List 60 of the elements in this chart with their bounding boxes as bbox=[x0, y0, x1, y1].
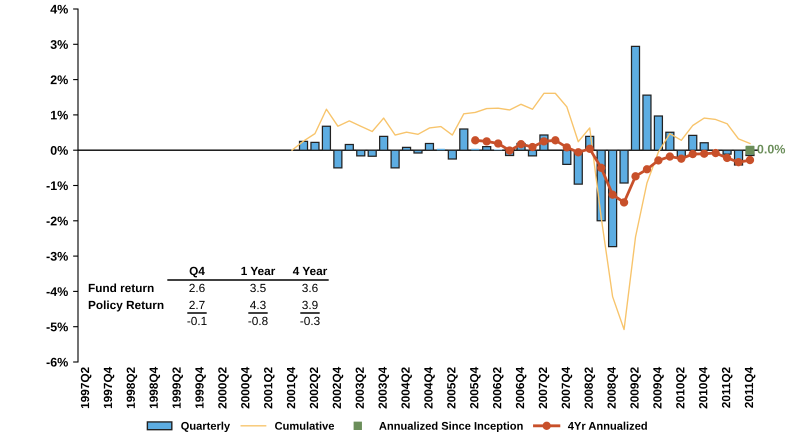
x-tick-label: 2002Q2 bbox=[310, 367, 320, 408]
annotation: -0.8 bbox=[248, 316, 268, 326]
y-tick-label: -5% bbox=[46, 322, 68, 332]
x-tick-label: 2005Q2 bbox=[447, 367, 458, 408]
annotation: 2.7 bbox=[189, 300, 205, 310]
x-tick-label: 2010Q4 bbox=[699, 366, 710, 408]
y-tick-label: -3% bbox=[46, 252, 68, 261]
x-tick-label: 1998Q4 bbox=[150, 366, 160, 408]
x-tick-label: 2008Q4 bbox=[607, 366, 618, 408]
x-tick-label: 1999Q4 bbox=[195, 366, 206, 408]
x-tick-label: 2005Q4 bbox=[470, 366, 481, 408]
y-tick-label: 4% bbox=[50, 4, 68, 14]
x-tick-label: 1997Q2 bbox=[80, 367, 92, 408]
annotation: 3.6 bbox=[302, 284, 318, 292]
annotation: 2.6 bbox=[189, 284, 205, 292]
x-tick-label: 2011Q2 bbox=[722, 367, 732, 408]
annotation: 1 Year bbox=[241, 266, 276, 276]
x-tick-label: 2002Q4 bbox=[332, 366, 344, 408]
legend-label: Quarterly bbox=[181, 422, 230, 432]
x-tick-label: 2010Q2 bbox=[676, 367, 687, 408]
y-tick-label: -2% bbox=[46, 216, 68, 226]
x-tick-label: 2004Q2 bbox=[401, 367, 412, 408]
x-tick-label: 2003Q4 bbox=[378, 366, 390, 408]
annotation: Policy Return bbox=[88, 300, 164, 312]
x-tick-label: 2000Q4 bbox=[241, 366, 252, 408]
y-tick-label: 1% bbox=[51, 110, 68, 120]
legend-label: 4Yr Annualized bbox=[568, 422, 647, 430]
annotation: 4 Year bbox=[292, 266, 328, 276]
data-label: 0.0% bbox=[757, 144, 786, 154]
annotation: -0.1 bbox=[187, 316, 207, 326]
x-tick-label: 2004Q4 bbox=[424, 366, 435, 408]
x-tick-label: 2007Q4 bbox=[562, 366, 572, 408]
x-tick-label: 1999Q2 bbox=[172, 367, 183, 408]
y-tick-label: -1% bbox=[46, 181, 68, 190]
annotation: -0.3 bbox=[300, 316, 320, 326]
x-tick-label: 2001Q4 bbox=[286, 366, 298, 408]
x-tick-label: 1998Q2 bbox=[126, 367, 138, 408]
x-tick-label: 2008Q2 bbox=[584, 367, 596, 408]
x-tick-label: 2001Q2 bbox=[264, 367, 275, 408]
x-tick-label: 2006Q2 bbox=[492, 367, 504, 408]
annotation: 3.9 bbox=[302, 300, 318, 310]
x-tick-label: 1997Q4 bbox=[104, 366, 114, 408]
annotation: 4.3 bbox=[250, 300, 266, 310]
annotation: Q4 bbox=[190, 266, 205, 278]
y-tick-label: -4% bbox=[46, 287, 68, 296]
annotation: Fund return bbox=[88, 283, 154, 292]
x-tick-label: 2009Q2 bbox=[630, 367, 641, 408]
x-tick-label: 2003Q2 bbox=[356, 367, 366, 408]
x-tick-label: 2009Q4 bbox=[653, 366, 664, 408]
legend-label: Cumulative bbox=[275, 422, 334, 430]
annotation: 3.5 bbox=[250, 284, 266, 292]
y-tick-label: 2% bbox=[50, 75, 68, 84]
legend-label: Annualized Since Inception bbox=[379, 422, 523, 432]
x-tick-label: 2011Q4 bbox=[744, 366, 756, 408]
y-tick-label: 3% bbox=[50, 40, 68, 49]
x-tick-label: 2007Q2 bbox=[538, 367, 550, 408]
y-tick-label: -6% bbox=[46, 358, 68, 367]
x-tick-label: 2006Q4 bbox=[516, 366, 526, 408]
y-tick-label: 0% bbox=[50, 146, 68, 155]
x-tick-label: 2000Q2 bbox=[218, 367, 229, 408]
